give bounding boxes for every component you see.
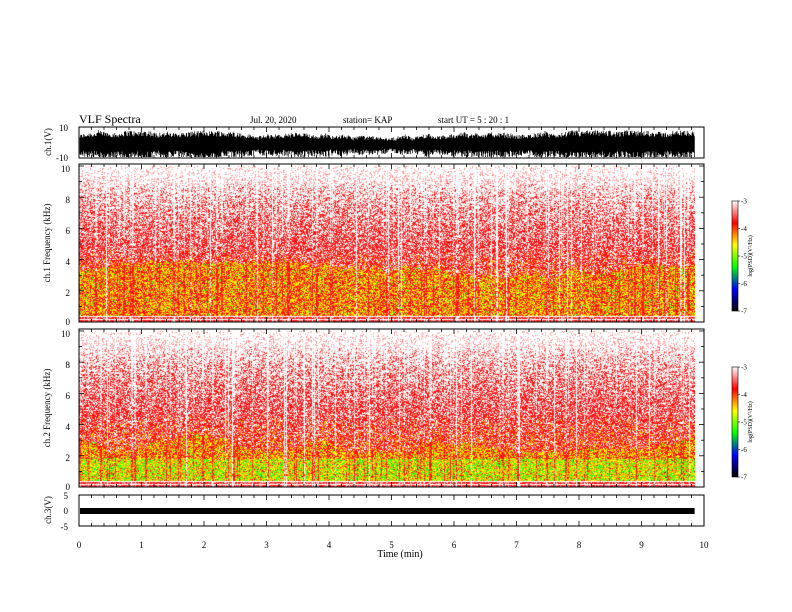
colorbar-tick-label: -5 bbox=[741, 419, 747, 427]
colorbar-ch1: -3 -4 -5 -6 -7 log(PSD)(V²/Hz) bbox=[731, 198, 754, 316]
ytick-label: 10 bbox=[59, 123, 69, 133]
ytick-label: 10 bbox=[61, 164, 71, 174]
ytick-label: 6 bbox=[66, 391, 71, 401]
ytick-label: 8 bbox=[66, 360, 71, 370]
colorbar-tick-label: -3 bbox=[741, 364, 747, 372]
colorbar-gradient bbox=[731, 366, 739, 478]
ytick-label: 6 bbox=[66, 226, 71, 236]
xtick-label: 1 bbox=[139, 540, 144, 550]
xlabel-time: Time (min) bbox=[377, 549, 422, 560]
ytick-label: 10 bbox=[61, 329, 71, 339]
figure-date: Jul. 20, 2020 bbox=[250, 115, 297, 125]
ytick-label: 8 bbox=[66, 195, 71, 205]
ylabel-waveform-ch1: ch.1(V) bbox=[43, 128, 53, 156]
xtick-label: 10 bbox=[700, 540, 710, 550]
colorbar-ch2: -3 -4 -5 -6 -7 log(PSD)(V²/Hz) bbox=[731, 364, 754, 482]
panel-waveform-ch3: 5 0 -5 ch.3(V) 0 1 2 3 4 5 6 7 8 9 10 Time (min) bbox=[43, 491, 709, 560]
panel-spectrogram-ch2: 10 8 6 4 2 0 ch.2 Frequency (kHz) bbox=[42, 328, 705, 492]
xtick-label: 3 bbox=[264, 540, 269, 550]
ylabel-spectrogram-ch1: ch.1 Frequency (kHz) bbox=[42, 204, 52, 283]
colorbar-tick-label: -4 bbox=[741, 225, 747, 233]
panel-spectrogram-ch1: 10 8 6 4 2 0 ch.1 Frequency (kHz) bbox=[42, 163, 705, 327]
colorbar-label: log(PSD)(V²/Hz) bbox=[747, 235, 754, 276]
ytick-label: 0 bbox=[64, 506, 69, 516]
ytick-label: -10 bbox=[56, 153, 68, 163]
ytick-label: 2 bbox=[66, 453, 71, 463]
ytick-label: 0 bbox=[66, 482, 71, 492]
waveform-ch3-trace bbox=[80, 508, 695, 514]
xtick-label: 0 bbox=[77, 540, 82, 550]
ytick-label: 2 bbox=[66, 288, 71, 298]
figure-title: VLF Spectra bbox=[79, 112, 141, 126]
xtick-label: 7 bbox=[514, 540, 519, 550]
colorbar-tick-label: -3 bbox=[741, 198, 747, 206]
colorbar-tick-label: -4 bbox=[741, 391, 747, 399]
panel-waveform-ch1: 10 -10 ch.1(V) bbox=[43, 123, 705, 163]
xtick-label: 2 bbox=[202, 540, 207, 550]
ylabel-spectrogram-ch2: ch.2 Frequency (kHz) bbox=[42, 369, 52, 448]
ylabel-waveform-ch3: ch.3(V) bbox=[43, 496, 53, 524]
colorbar-tick-label: -7 bbox=[741, 474, 747, 482]
waveform-ch1-trace bbox=[79, 130, 695, 157]
colorbar-label: log(PSD)(V²/Hz) bbox=[747, 401, 754, 442]
xtick-label: 4 bbox=[327, 540, 332, 550]
colorbar-tick-label: -7 bbox=[741, 308, 747, 316]
ytick-label: 5 bbox=[64, 491, 69, 501]
xtick-label: 9 bbox=[639, 540, 644, 550]
ytick-label: 4 bbox=[66, 422, 71, 432]
xtick-label: 8 bbox=[577, 540, 582, 550]
ytick-label: 0 bbox=[66, 317, 71, 327]
figure-start-time: start UT = 5 : 20 : 1 bbox=[438, 115, 509, 125]
colorbar-tick-label: -5 bbox=[741, 253, 747, 261]
xtick-label: 5 bbox=[389, 540, 394, 550]
colorbar-tick-label: -6 bbox=[741, 280, 747, 288]
ytick-label: 4 bbox=[66, 257, 71, 267]
figure-station: station= KAP bbox=[343, 115, 392, 125]
ytick-label: -5 bbox=[61, 522, 69, 532]
xtick-label: 6 bbox=[452, 540, 457, 550]
colorbar-gradient bbox=[731, 200, 739, 312]
colorbar-tick-label: -6 bbox=[741, 446, 747, 454]
